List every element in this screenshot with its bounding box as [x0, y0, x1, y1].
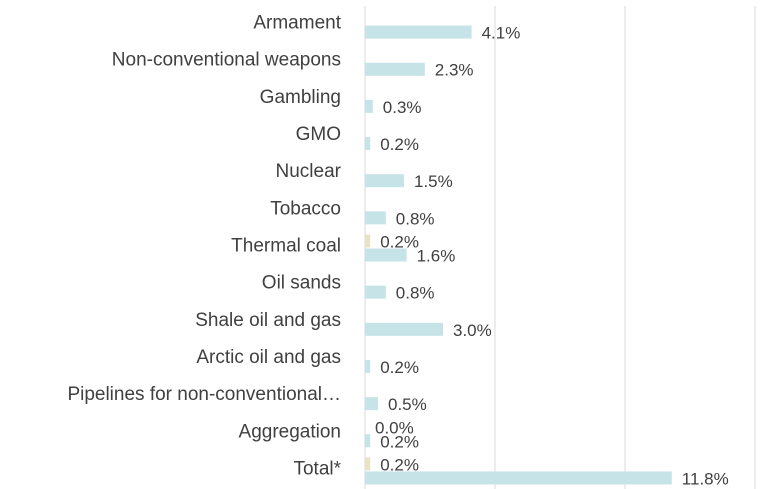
y-tick-label: Tobacco: [270, 198, 341, 219]
bar: [365, 174, 404, 188]
data-label: 0.2%: [380, 432, 419, 451]
y-tick-label: Gambling: [260, 87, 341, 108]
data-label: 0.2%: [380, 358, 419, 377]
data-label: 0.2%: [380, 232, 419, 251]
y-tick-label: Arctic oil and gas: [196, 347, 341, 368]
data-label: 0.8%: [396, 209, 435, 228]
bar: [365, 211, 386, 225]
bar: [365, 457, 371, 471]
bar: [365, 434, 371, 448]
bar: [365, 25, 472, 39]
bar: [365, 285, 386, 299]
bar: [365, 248, 407, 262]
y-tick-label: Armament: [253, 13, 341, 34]
y-tick-label: Oil sands: [262, 273, 341, 294]
y-tick-label: Non-conventional weapons: [112, 50, 341, 71]
y-tick-label: Aggregation: [239, 421, 341, 442]
bar: [365, 397, 378, 411]
y-tick-label: Shale oil and gas: [195, 310, 341, 331]
data-label: 0.8%: [396, 284, 435, 303]
bar: [365, 471, 672, 485]
data-label: 0.5%: [388, 395, 427, 414]
bar: [365, 99, 373, 113]
data-label: 11.8%: [682, 469, 729, 488]
bar: [365, 322, 443, 336]
data-label: 0.2%: [380, 455, 419, 474]
bar: [365, 137, 371, 151]
data-label: 4.1%: [482, 24, 521, 43]
data-label: 1.5%: [414, 172, 453, 191]
data-label: 3.0%: [453, 321, 492, 340]
data-label: 0.2%: [380, 135, 419, 154]
y-tick-label: Thermal coal: [231, 236, 341, 257]
y-tick-label: Nuclear: [276, 161, 342, 182]
y-tick-label: Total*: [293, 458, 341, 479]
y-tick-label: Pipelines for non-conventional…: [67, 384, 341, 405]
bar: [365, 359, 371, 373]
data-label: 2.3%: [435, 61, 474, 80]
y-tick-label: GMO: [296, 124, 341, 145]
data-label: 1.6%: [417, 246, 456, 265]
bar: [365, 234, 371, 248]
data-label: 0.0%: [375, 418, 414, 437]
data-label: 0.3%: [383, 98, 422, 117]
bar: [365, 62, 425, 76]
